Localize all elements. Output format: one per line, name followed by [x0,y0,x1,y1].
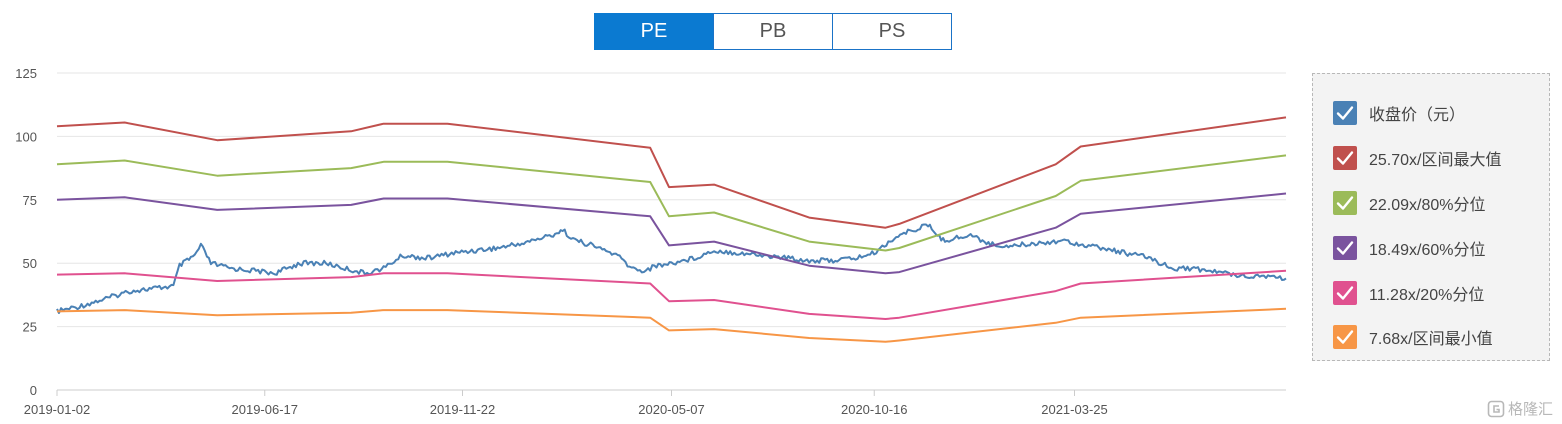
y-tick-label: 25 [23,320,37,335]
gelonghui-logo-icon [1487,400,1505,417]
y-tick-label: 0 [30,383,37,398]
legend-item-p80[interactable]: 22.09x/80%分位 [1313,181,1549,226]
legend-item-p20[interactable]: 11.28x/20%分位 [1313,270,1549,315]
series-line-3 [56,192,1287,275]
checkbox-checked-icon[interactable] [1333,190,1357,215]
checkbox-checked-icon[interactable] [1333,325,1357,350]
y-tick-label: 125 [15,66,37,81]
legend-label: 7.68x/区间最小值 [1369,331,1493,349]
watermark: 格隆汇 [1487,398,1553,419]
series-line-2 [56,154,1287,252]
legend-label: 收盘价（元） [1369,107,1466,125]
series-lines [56,116,1287,343]
legend-label: 25.70x/区间最大值 [1369,152,1502,170]
legend-item-max[interactable]: 25.70x/区间最大值 [1313,136,1549,181]
series-line-4 [56,269,1287,320]
legend-item-p60[interactable]: 18.49x/60%分位 [1313,225,1549,270]
tab-pb[interactable]: PB [713,13,833,50]
series-line-1 [56,116,1287,229]
series-line-5 [56,307,1287,343]
checkbox-checked-icon[interactable] [1333,235,1357,260]
checkbox-checked-icon[interactable] [1333,280,1357,305]
x-tick-label: 2020-05-07 [638,402,705,417]
y-tick-label: 50 [23,256,37,271]
tab-pe[interactable]: PE [594,13,714,50]
gridlines [57,72,1286,328]
x-tick-label: 2020-10-16 [841,402,908,417]
series-line-0 [56,223,1287,314]
axes: 0 25 50 75 100 125 2019-01-02 2019-06-17 2019-11… [15,66,1286,417]
legend-item-close-price[interactable]: 收盘价（元） [1313,91,1549,136]
legend-label: 18.49x/60%分位 [1369,241,1486,259]
x-tick-label: 2019-06-17 [232,402,299,417]
y-tick-label: 75 [23,193,37,208]
y-tick-label: 100 [15,129,37,144]
x-tick-label: 2021-03-25 [1041,402,1108,417]
legend-label: 22.09x/80%分位 [1369,196,1486,214]
legend: 收盘价（元） 25.70x/区间最大值 22.09x/80%分位 18.49x/… [1312,73,1550,361]
x-tick-label: 2019-01-02 [24,402,91,417]
metric-tabs: PE PB PS [594,13,952,50]
watermark-text: 格隆汇 [1508,401,1554,418]
checkbox-checked-icon[interactable] [1333,146,1357,171]
legend-item-min[interactable]: 7.68x/区间最小值 [1313,315,1549,360]
checkbox-checked-icon[interactable] [1333,101,1357,126]
valuation-line-chart: 0 25 50 75 100 125 2019-01-02 2019-06-17 2019-11… [15,66,1287,417]
tab-ps[interactable]: PS [832,13,952,50]
legend-label: 11.28x/20%分位 [1369,286,1485,304]
x-tick-label: 2019-11-22 [430,402,496,417]
